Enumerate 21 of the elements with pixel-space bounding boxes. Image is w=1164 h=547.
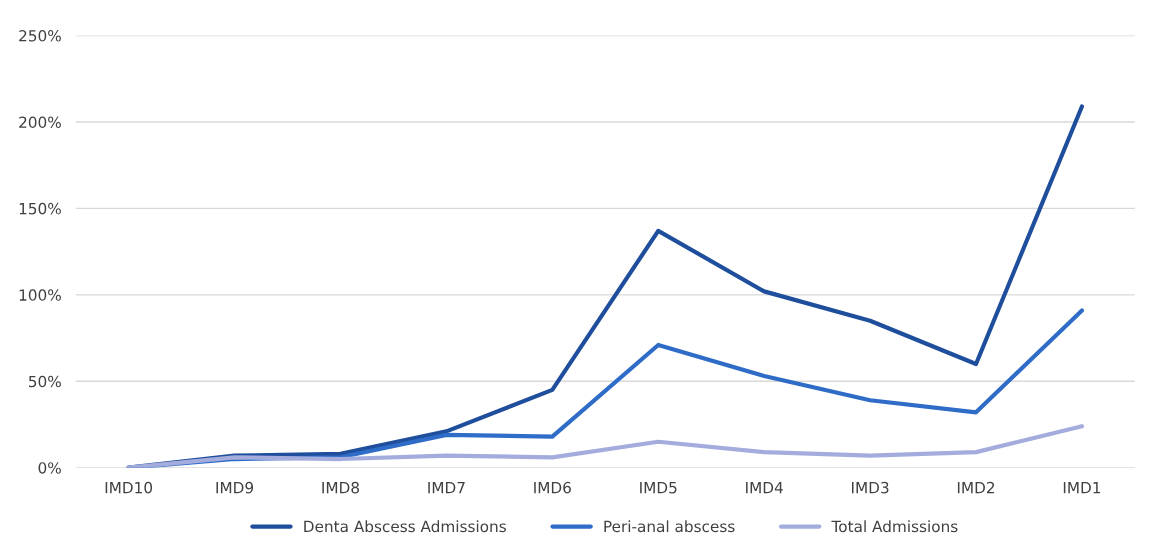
line-series [126, 424, 1085, 468]
x-tick-label: IMD6 [534, 481, 571, 494]
y-tick-label: 0% [38, 462, 61, 474]
legend-label: Denta Abscess Admissions [304, 520, 506, 533]
x-tick-label: IMD5 [640, 482, 677, 494]
x-tick-label: IMD2 [957, 481, 995, 494]
legend-label: Peri-anal abscess [604, 520, 735, 533]
x-tick-label: IMD8 [322, 481, 360, 494]
x-tick-label: IMD10 [105, 481, 153, 494]
x-tick-label: IMD4 [746, 482, 783, 494]
y-tick-label: 250% [19, 30, 61, 42]
x-tick-label: IMD9 [216, 481, 254, 494]
y-tick-label: 150% [19, 202, 61, 215]
y-tick-label: 200% [19, 116, 61, 128]
x-tick-label: IMD3 [852, 481, 889, 494]
x-tick-label: IMD1 [1063, 482, 1101, 494]
legend-label: Total Admissions [831, 520, 958, 533]
x-tick-label: IMD7 [428, 482, 465, 494]
y-tick-label: 50% [28, 375, 61, 388]
y-tick-label: 100% [19, 289, 61, 301]
line-series [126, 104, 1085, 468]
